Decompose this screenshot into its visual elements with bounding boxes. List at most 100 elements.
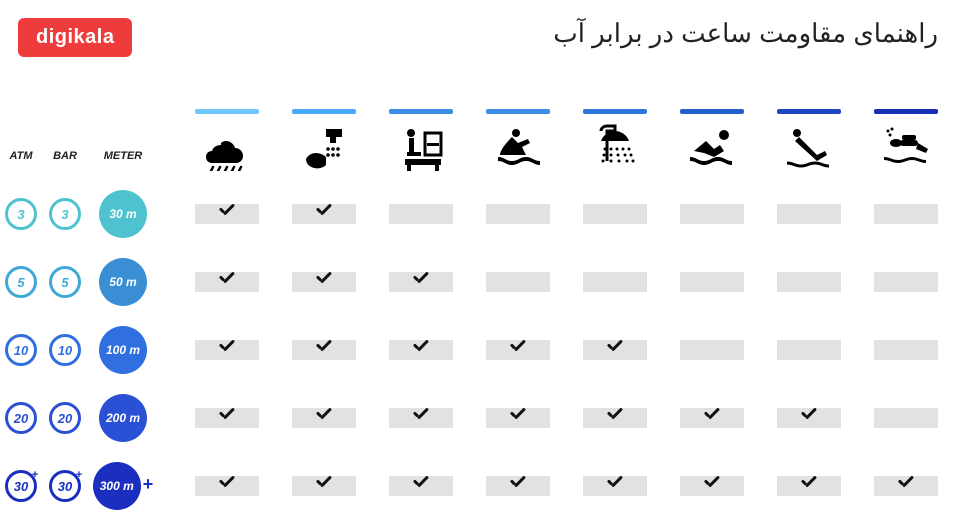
capability-cell: [777, 408, 841, 428]
capability-cell: [389, 340, 453, 360]
capability-cell: [486, 476, 550, 496]
capability-cell: [389, 408, 453, 428]
capability-cell: [583, 204, 647, 224]
activity-bar: [195, 109, 259, 114]
table-row: 10 10 100 m: [0, 316, 960, 384]
capability-cell: [292, 340, 356, 360]
brand-logo: digikala: [18, 18, 132, 57]
check-icon: [313, 472, 335, 494]
table-row: 20 20 200 m: [0, 384, 960, 452]
atm-badge: 20: [5, 402, 37, 434]
capability-cell: [292, 408, 356, 428]
check-icon: [313, 268, 335, 290]
activity-header-jetski: [469, 109, 566, 180]
bar-badge: 5: [49, 266, 81, 298]
header-bar: BAR: [42, 150, 88, 180]
swim-icon: [685, 120, 739, 174]
capability-cell: [292, 272, 356, 292]
check-icon: [798, 404, 820, 426]
activity-bar: [389, 109, 453, 114]
check-icon: [604, 336, 626, 358]
wash-icon: [297, 120, 351, 174]
capability-cell: [389, 476, 453, 496]
capability-cell: [583, 340, 647, 360]
check-icon: [410, 472, 432, 494]
jetski-icon: [491, 120, 545, 174]
capability-cell: [486, 408, 550, 428]
capability-cell: [874, 476, 938, 496]
activity-bar: [292, 109, 356, 114]
table-row: 5550 m: [0, 248, 960, 316]
activity-header-shower: [566, 109, 663, 180]
check-icon: [216, 336, 238, 358]
rain-icon: [200, 120, 254, 174]
capability-cell: [777, 476, 841, 496]
check-icon: [604, 472, 626, 494]
capability-cell: [195, 408, 259, 428]
bar-badge: 20: [49, 402, 81, 434]
capability-cell: [389, 204, 453, 224]
check-icon: [701, 472, 723, 494]
atm-badge: 30+: [5, 470, 37, 502]
scuba-icon: [879, 120, 933, 174]
bar-badge: 10: [49, 334, 81, 366]
activity-header-swim: [663, 109, 760, 180]
sink-icon: [394, 120, 448, 174]
capability-cell: [680, 408, 744, 428]
atm-badge: 10: [5, 334, 37, 366]
activity-header-wash: [275, 109, 372, 180]
bar-badge: 30+: [49, 470, 81, 502]
check-icon: [410, 404, 432, 426]
activity-bar: [680, 109, 744, 114]
capability-cell: [195, 272, 259, 292]
capability-cell: [874, 204, 938, 224]
check-icon: [313, 336, 335, 358]
dive-icon: [782, 120, 836, 174]
table-row: 3330 m: [0, 180, 960, 248]
check-icon: [507, 472, 529, 494]
check-icon: [216, 404, 238, 426]
check-icon: [895, 472, 917, 494]
check-icon: [410, 268, 432, 290]
meter-badge: 200 m: [99, 394, 147, 442]
activity-header-dive: [760, 109, 857, 180]
check-icon: [604, 404, 626, 426]
capability-cell: [486, 272, 550, 292]
check-icon: [798, 472, 820, 494]
header-atm: ATM: [0, 150, 42, 180]
capability-cell: [292, 476, 356, 496]
capability-cell: [583, 476, 647, 496]
activity-bar: [777, 109, 841, 114]
table-row: 30+30+300 m+: [0, 452, 960, 520]
capability-cell: [777, 340, 841, 360]
capability-cell: [486, 340, 550, 360]
capability-cell: [389, 272, 453, 292]
activity-header-scuba: [857, 109, 954, 180]
capability-cell: [486, 204, 550, 224]
shower-icon: [588, 120, 642, 174]
capability-cell: [195, 340, 259, 360]
capability-cell: [680, 204, 744, 224]
check-icon: [313, 200, 335, 222]
capability-cell: [680, 476, 744, 496]
check-icon: [216, 268, 238, 290]
check-icon: [507, 404, 529, 426]
capability-cell: [874, 408, 938, 428]
check-icon: [701, 404, 723, 426]
check-icon: [216, 200, 238, 222]
header-meter: METER: [88, 150, 158, 180]
check-icon: [410, 336, 432, 358]
capability-cell: [583, 272, 647, 292]
capability-cell: [874, 272, 938, 292]
activity-header-rain: [178, 109, 275, 180]
activity-bar: [486, 109, 550, 114]
atm-badge: 3: [5, 198, 37, 230]
activity-bar: [583, 109, 647, 114]
activity-header-sink: [372, 109, 469, 180]
capability-cell: [777, 272, 841, 292]
capability-cell: [680, 340, 744, 360]
meter-badge: 100 m: [99, 326, 147, 374]
capability-cell: [777, 204, 841, 224]
capability-cell: [195, 476, 259, 496]
activity-bar: [874, 109, 938, 114]
